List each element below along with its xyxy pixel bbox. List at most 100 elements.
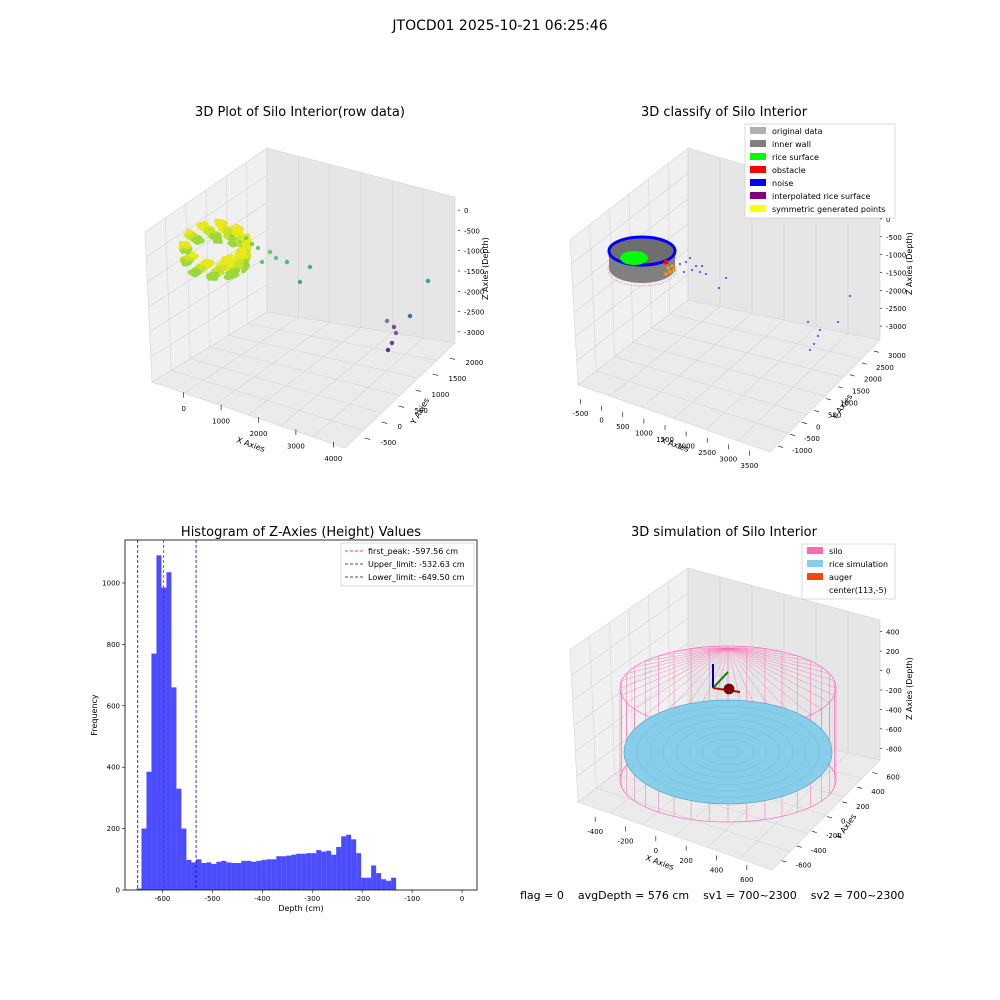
raw-point bbox=[237, 239, 243, 245]
raw-z-tick-label: -1500 bbox=[464, 268, 484, 276]
cls-legend-swatch bbox=[750, 192, 766, 199]
histogram-bar bbox=[171, 687, 177, 890]
histogram-bar bbox=[341, 836, 347, 890]
sim-gridline bbox=[739, 752, 849, 859]
sim-z-tick-label: 200 bbox=[886, 648, 899, 656]
histogram-bar bbox=[166, 572, 172, 890]
cls-x-tick-label: 2000 bbox=[677, 442, 695, 450]
sim-silo-wire bbox=[645, 647, 729, 716]
sim-legend-swatch bbox=[807, 560, 823, 567]
raw-point bbox=[235, 259, 241, 265]
status-line: flag = 0 avgDepth = 576 cm sv1 = 700~2300 s… bbox=[520, 889, 918, 902]
raw-y-tick-label: 0 bbox=[398, 423, 402, 431]
cls-obstacle bbox=[663, 259, 669, 265]
sim-silo-wire bbox=[727, 647, 822, 668]
sim-axis-arrow-y bbox=[712, 671, 729, 689]
histogram-bar bbox=[256, 860, 262, 890]
cls-noise-point bbox=[813, 343, 815, 345]
raw-y-tick-label: 2000 bbox=[466, 359, 484, 367]
histogram-bar bbox=[346, 834, 352, 890]
sim-silo-wire bbox=[727, 647, 830, 703]
cls-y-tick-label: 500 bbox=[828, 411, 841, 419]
cls-y-tick-mark bbox=[873, 350, 879, 353]
sim-y-tick-mark bbox=[872, 772, 878, 775]
histogram-bar bbox=[136, 888, 142, 890]
raw-point bbox=[196, 269, 202, 275]
cls-noise-point bbox=[699, 271, 701, 273]
simulation-title: 3D simulation of Silo Interior bbox=[631, 525, 818, 540]
histogram-ylabel: Frequency bbox=[90, 694, 99, 736]
histogram-bar bbox=[176, 788, 182, 890]
raw-point bbox=[407, 313, 413, 319]
cls-x-tick-label: 1000 bbox=[635, 430, 653, 438]
sim-y-tick-label: -200 bbox=[826, 832, 842, 840]
cls-noise-point bbox=[817, 335, 819, 337]
raw-3d-axes: 01000200030004000-50005001000150020000-5… bbox=[144, 147, 484, 463]
cls-noise-point bbox=[691, 269, 693, 271]
histogram-bar bbox=[191, 862, 197, 890]
sim-silo-wire bbox=[691, 647, 729, 649]
raw-xlabel: X Axies bbox=[235, 435, 266, 454]
histogram-bar bbox=[366, 877, 372, 890]
histogram-bar bbox=[306, 853, 312, 890]
sim-legend-label: rice simulation bbox=[829, 560, 888, 569]
sim-auger bbox=[723, 683, 735, 695]
histogram-bar bbox=[391, 877, 397, 890]
histogram-legend-label: Upper_limit: -532.63 cm bbox=[368, 560, 465, 569]
raw-z-tick-label: -1000 bbox=[464, 248, 484, 256]
raw-y-tick-label: 1000 bbox=[432, 391, 450, 399]
cls-y-tick-mark bbox=[789, 433, 795, 436]
cls-y-tick-mark bbox=[801, 421, 807, 424]
histogram-bar bbox=[386, 880, 392, 890]
histogram-xtick-label: -100 bbox=[404, 895, 420, 903]
raw-point bbox=[192, 272, 198, 278]
raw-point bbox=[273, 255, 279, 261]
sim-y-tick-mark bbox=[811, 830, 817, 833]
sim-z-tick-label: 0 bbox=[886, 668, 890, 676]
raw-point bbox=[180, 249, 186, 255]
sim-silo-wire bbox=[673, 647, 729, 652]
sim-silo-wire bbox=[727, 647, 835, 681]
sim-rice-mesh bbox=[662, 719, 794, 785]
sim-rice-surface bbox=[623, 699, 833, 805]
cls-y-tick-mark bbox=[837, 386, 843, 389]
cls-y-tick-mark bbox=[861, 362, 867, 365]
raw-y-tick-mark bbox=[364, 437, 371, 440]
status-sv1: sv1 = 700~2300 bbox=[703, 889, 797, 902]
sim-silo-wire bbox=[658, 647, 729, 656]
raw-x-tick-label: 0 bbox=[181, 405, 185, 413]
sim-x-tick-label: -400 bbox=[587, 828, 603, 836]
raw-point bbox=[216, 268, 222, 274]
sim-legend-label: center(113,-5) bbox=[829, 586, 887, 595]
histogram-bar bbox=[201, 862, 207, 890]
cls-legend-label: symmetric generated points bbox=[772, 205, 885, 214]
raw-point bbox=[229, 242, 235, 248]
cls-z-tick-label: -1000 bbox=[886, 252, 906, 260]
raw-z-tick-label: -2500 bbox=[464, 309, 484, 317]
sim-z-tick-label: 400 bbox=[886, 629, 899, 637]
sim-silo-wire bbox=[727, 647, 783, 652]
raw-y-tick-mark bbox=[398, 405, 405, 408]
cls-y-tick-label: -1000 bbox=[792, 447, 812, 455]
sim-rice-mesh bbox=[688, 732, 768, 772]
cls-legend-label: inner wall bbox=[772, 140, 811, 149]
sim-silo-wire bbox=[621, 647, 729, 696]
histogram-ticks: -600 -500 -400 -300 -200 -100 0 0 200 400 600 800 10… bbox=[102, 579, 464, 903]
cls-noise-point bbox=[807, 321, 809, 323]
simulation-model bbox=[619, 645, 837, 823]
sim-y-tick-label: 0 bbox=[841, 818, 845, 826]
sim-y-tick-mark bbox=[842, 801, 848, 804]
raw-point bbox=[184, 261, 190, 267]
histogram-bar bbox=[251, 861, 257, 890]
histogram-bar bbox=[186, 859, 192, 890]
sim-x-tick-label: 600 bbox=[740, 876, 753, 884]
status-flag: flag = 0 bbox=[520, 889, 564, 902]
sim-z-tick-label: -600 bbox=[886, 726, 902, 734]
cls-noise-point bbox=[683, 271, 685, 273]
raw-point bbox=[211, 274, 217, 279]
raw-point bbox=[242, 254, 248, 260]
cls-z-tick-label: -2500 bbox=[886, 305, 906, 313]
cls-y-tick-label: 2000 bbox=[864, 376, 882, 384]
sim-y-tick-mark bbox=[796, 845, 802, 848]
